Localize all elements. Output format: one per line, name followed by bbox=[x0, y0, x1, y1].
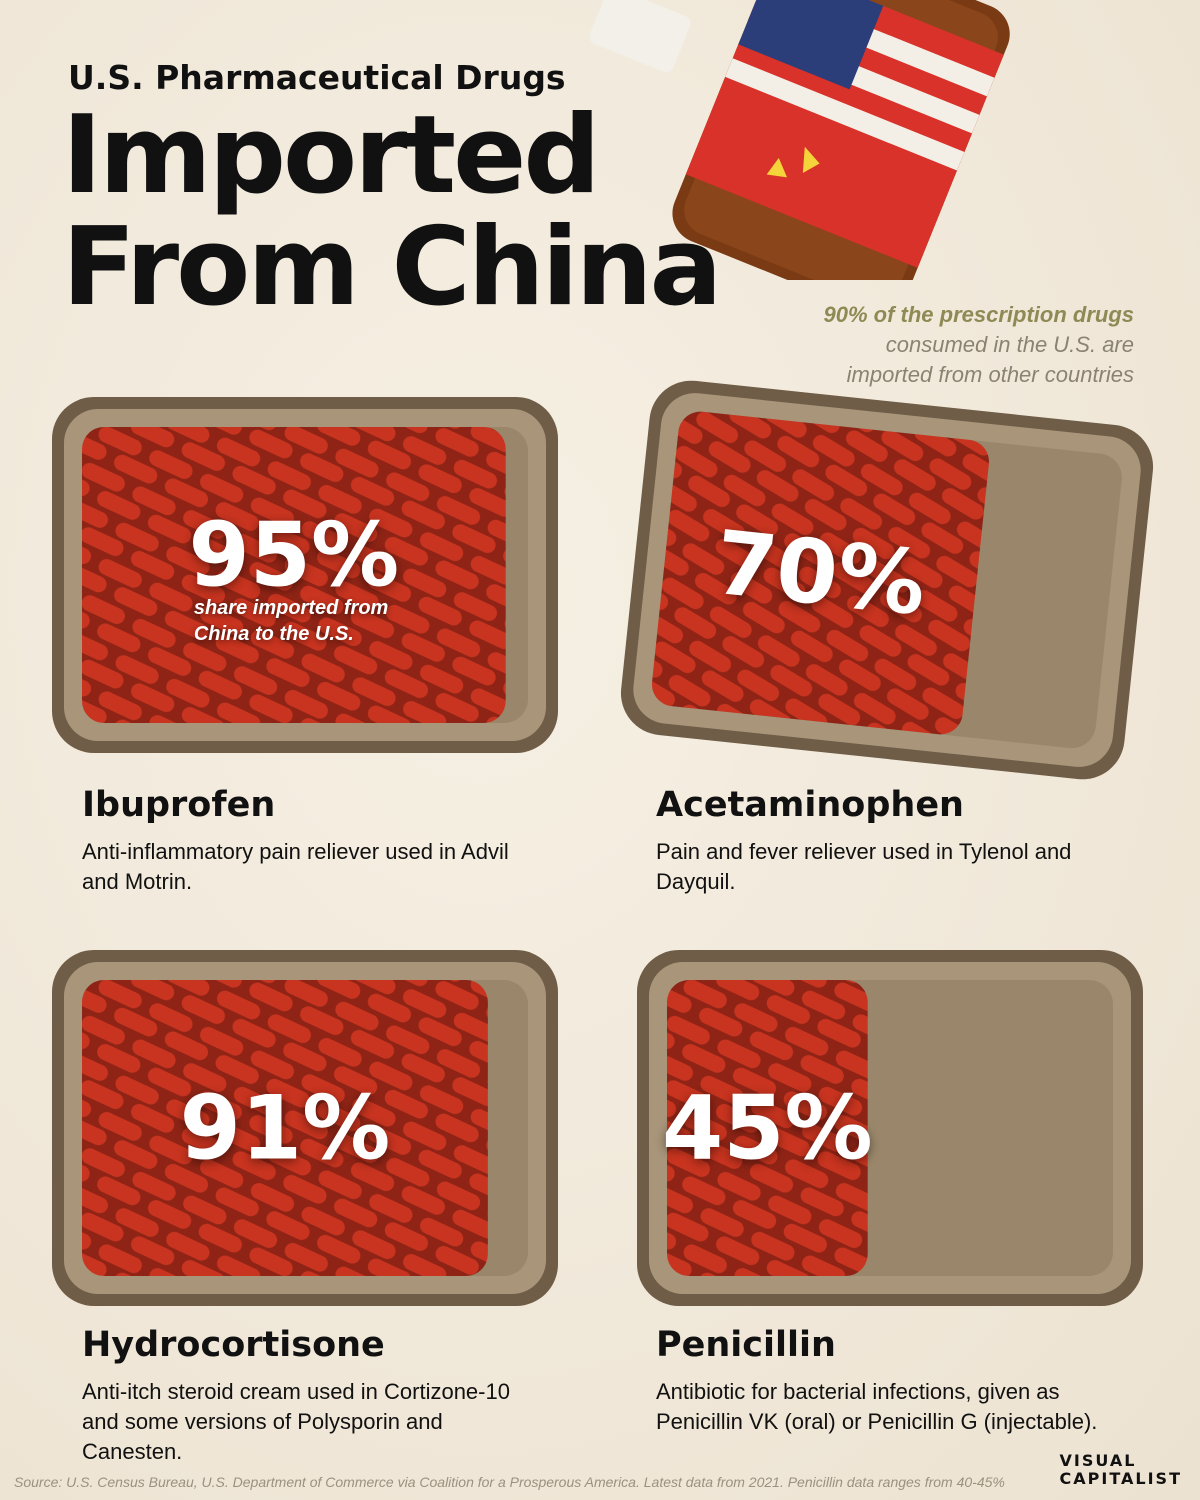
bottle-illustration bbox=[590, 0, 1010, 280]
value-label: 95% bbox=[188, 503, 400, 607]
drug-description: Antibiotic for bacterial infections, giv… bbox=[656, 1379, 1098, 1434]
tray-card: 70% bbox=[615, 374, 1160, 785]
brand: VISUAL CAPITALIST bbox=[1060, 1452, 1182, 1488]
pill-fill bbox=[667, 980, 868, 1276]
tray-card: 45% bbox=[635, 948, 1145, 1308]
title: Imported From China bbox=[62, 93, 722, 330]
drug-name: Ibuprofen bbox=[82, 785, 276, 825]
value-label: 91% bbox=[179, 1076, 391, 1180]
value-label: 45% bbox=[662, 1076, 873, 1180]
tray-card: 91% bbox=[50, 948, 560, 1308]
pill-fill bbox=[82, 427, 506, 723]
note-text: consumed in the U.S. are imported from o… bbox=[846, 332, 1134, 387]
brand-line: VISUAL bbox=[1059, 1451, 1137, 1470]
drug-description: Anti-itch steroid cream used in Cortizon… bbox=[82, 1379, 510, 1464]
value-caption: share imported from China to the U.S. bbox=[193, 597, 389, 645]
pill-fill bbox=[651, 411, 990, 735]
pill-fill bbox=[82, 980, 488, 1276]
tray bbox=[637, 950, 1143, 1306]
tray bbox=[620, 380, 1154, 780]
note-highlight: 90% of the prescription drugs bbox=[823, 302, 1135, 327]
note: 90% of the prescription drugs consumed i… bbox=[804, 300, 1135, 390]
drug-name: Acetaminophen bbox=[656, 785, 964, 825]
brand-line: CAPITALIST bbox=[1059, 1469, 1182, 1488]
tray bbox=[52, 397, 558, 753]
tray bbox=[52, 950, 558, 1306]
drug-description: Pain and fever reliever used in Tylenol … bbox=[656, 839, 1072, 894]
tray-card: 95% share imported from China to the U.S. bbox=[50, 395, 560, 755]
source: Source: U.S. Census Bureau, U.S. Departm… bbox=[14, 1474, 1005, 1490]
value-label: 70% bbox=[710, 510, 931, 636]
drug-name: Hydrocortisone bbox=[82, 1325, 385, 1365]
drug-description: Anti-inflammatory pain reliever used in … bbox=[82, 839, 509, 894]
drug-name: Penicillin bbox=[656, 1325, 836, 1365]
supertitle: U.S. Pharmaceutical Drugs bbox=[68, 58, 566, 97]
